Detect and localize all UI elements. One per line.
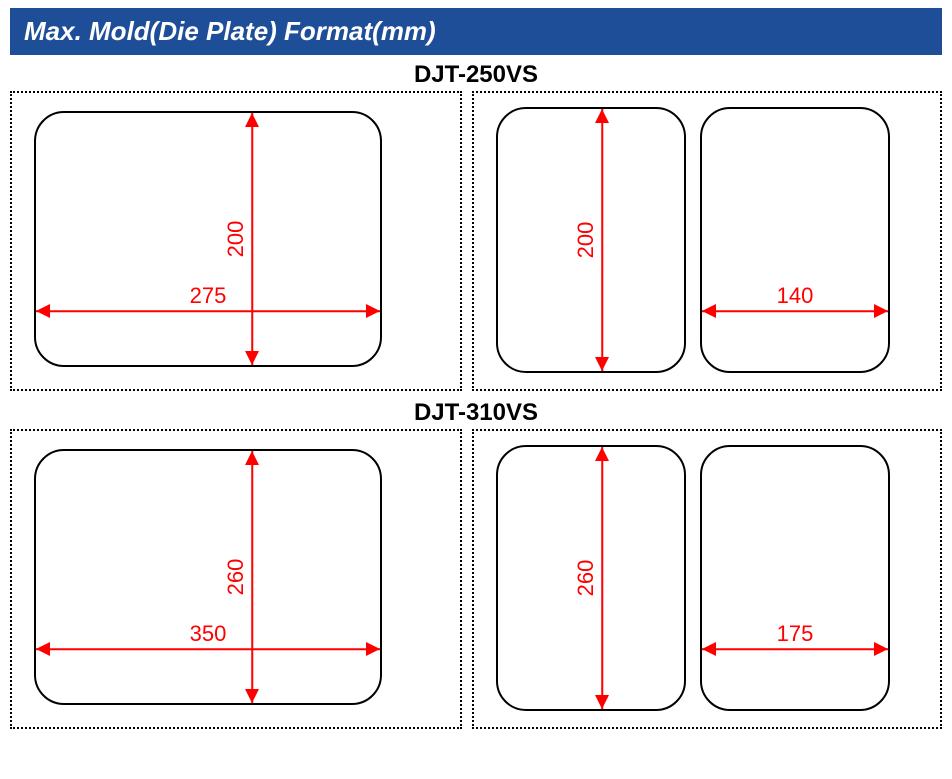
header-bar: Max. Mold(Die Plate) Format(mm): [10, 8, 942, 55]
dimension-label: 175: [777, 621, 814, 647]
panel-double: 200 140: [472, 91, 942, 391]
mold-shape: [34, 111, 382, 367]
dimension-label: 200: [223, 221, 249, 258]
dimension-label: 200: [573, 222, 599, 259]
model-label: DJT-310VS: [0, 399, 952, 427]
dimension-label: 260: [223, 559, 249, 596]
dimension-label: 260: [573, 560, 599, 597]
panel-single: 260 350: [10, 429, 462, 729]
dimension-label: 350: [190, 621, 227, 647]
model-label: DJT-250VS: [0, 61, 952, 89]
mold-shape: [34, 449, 382, 705]
model-row: 200 275 200 140: [0, 91, 952, 391]
content-area: DJT-250VS 200 275 200 140 DJT-310VS 260 350 260 1…: [0, 61, 952, 729]
mold-shape: [700, 445, 890, 711]
panel-double: 260 175: [472, 429, 942, 729]
mold-shape: [700, 107, 890, 373]
panel-single: 200 275: [10, 91, 462, 391]
model-row: 260 350 260 175: [0, 429, 952, 729]
dimension-label: 275: [190, 283, 227, 309]
dimension-label: 140: [777, 283, 814, 309]
